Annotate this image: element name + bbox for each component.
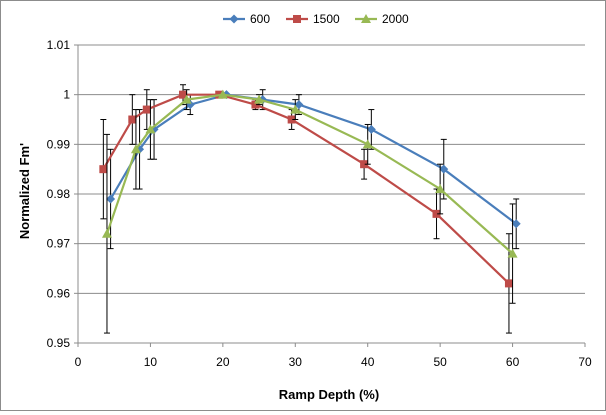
data-point <box>254 94 265 104</box>
y-tick-label: 0.97 <box>47 237 71 251</box>
data-point <box>287 115 296 124</box>
y-tick-label: 0.95 <box>47 336 71 350</box>
y-tick-label: 0.99 <box>47 137 71 151</box>
data-point <box>507 248 518 258</box>
data-point <box>106 194 116 204</box>
x-tick-label: 10 <box>144 355 158 369</box>
data-point <box>101 228 112 238</box>
data-series <box>99 84 521 334</box>
data-point <box>181 94 192 104</box>
series-1500 <box>99 84 513 334</box>
x-tick-label: 30 <box>289 355 303 369</box>
data-point <box>432 209 441 218</box>
data-point <box>130 144 141 154</box>
x-tick-label: 20 <box>216 355 230 369</box>
data-point <box>251 100 260 109</box>
tick-labels: 0.95 0.96 0.97 0.98 0.99 1 1.01 0 10 20 30 40 50 60 70 <box>47 38 592 369</box>
series-line <box>102 93 510 285</box>
series-line <box>105 93 514 255</box>
legend: 600 1500 2000 <box>223 12 409 26</box>
y-tick-label: 0.98 <box>47 187 71 201</box>
data-point <box>179 90 188 99</box>
data-point <box>366 124 376 134</box>
data-point <box>217 89 228 99</box>
legend-item-600: 600 <box>223 12 270 26</box>
legend-marker <box>361 14 371 23</box>
data-point <box>99 165 108 174</box>
gridlines <box>78 44 585 294</box>
data-point <box>362 139 373 149</box>
data-point <box>142 105 151 114</box>
data-point <box>435 184 446 194</box>
x-tick-label: 60 <box>506 355 520 369</box>
y-tick-label: 0.96 <box>47 286 71 300</box>
y-axis-title: Normalized Fm' <box>17 143 32 239</box>
legend-label: 600 <box>250 12 270 26</box>
data-point <box>294 100 304 110</box>
series-line <box>109 93 517 225</box>
x-tick-label: 50 <box>433 355 447 369</box>
x-axis-title: Ramp Depth (%) <box>279 387 379 402</box>
data-point <box>439 164 449 174</box>
data-point <box>360 160 369 169</box>
legend-label: 1500 <box>313 12 340 26</box>
data-point <box>128 115 137 124</box>
legend-label: 2000 <box>382 12 409 26</box>
data-point <box>511 219 521 229</box>
legend-item-2000: 2000 <box>355 12 409 26</box>
data-point <box>145 124 156 134</box>
legend-marker <box>293 15 301 23</box>
x-tick-label: 0 <box>75 355 82 369</box>
y-tick-label: 1 <box>63 88 70 102</box>
axes <box>74 44 586 347</box>
data-point <box>290 104 301 114</box>
legend-item-1500: 1500 <box>286 12 340 26</box>
legend-marker <box>229 14 239 24</box>
series-2000 <box>101 89 518 334</box>
data-point <box>504 279 513 288</box>
x-tick-label: 40 <box>361 355 375 369</box>
x-tick-label: 70 <box>578 355 592 369</box>
y-tick-label: 1.01 <box>47 38 71 52</box>
